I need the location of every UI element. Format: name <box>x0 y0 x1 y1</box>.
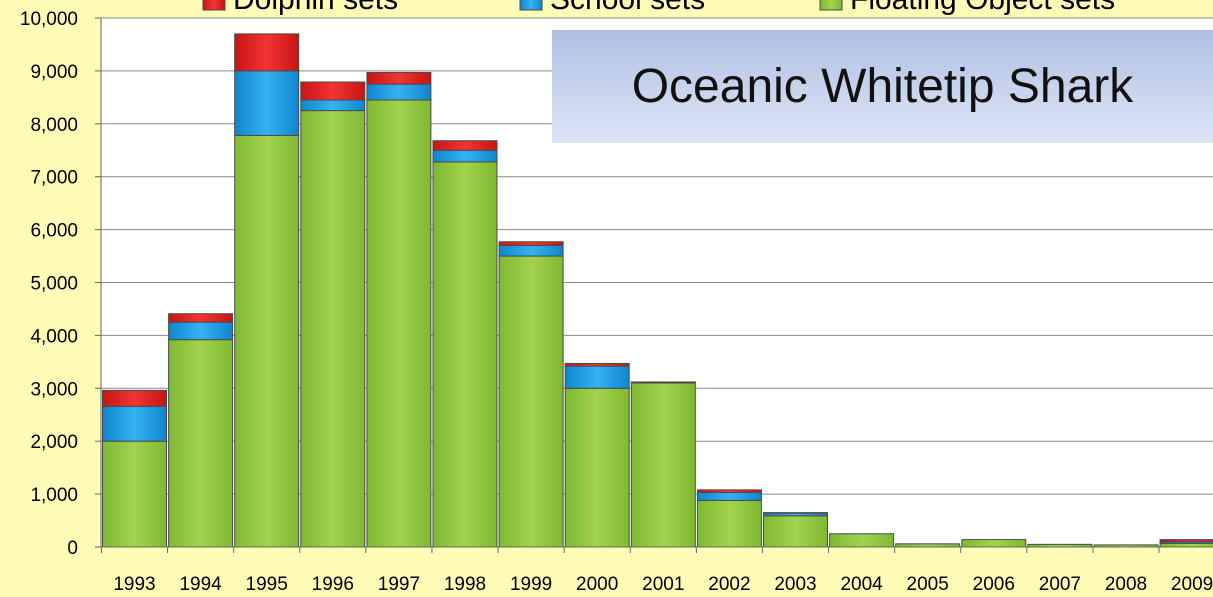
bar-segment-dolphin-sets-2000 <box>564 362 630 367</box>
bar-segment-floating-object-sets-1993 <box>102 440 167 548</box>
bar-segment-dolphin-sets-2003 <box>763 512 828 514</box>
bar-segment-dolphin-sets-1994 <box>168 313 234 323</box>
x-tick-label: 2009 <box>1171 574 1213 595</box>
x-tick-label: 1993 <box>113 574 155 595</box>
chart-title-box: Oceanic Whitetip Shark <box>552 30 1213 143</box>
x-tick-label: 2001 <box>642 574 684 595</box>
x-tick-label: 1999 <box>510 574 552 595</box>
x-tick-label: 2008 <box>1105 574 1147 595</box>
bar-segment-floating-object-sets-2009 <box>1159 542 1213 548</box>
legend: Dolphin sets School sets Floating Object s… <box>202 0 1115 16</box>
y-tick-label: 8,000 <box>30 115 78 136</box>
bar-segment-floating-object-sets-1998 <box>432 161 498 548</box>
bar-segment-floating-object-sets-1994 <box>168 339 234 548</box>
bar-segment-floating-object-sets-1997 <box>366 99 432 548</box>
bar-segment-school-sets-1998 <box>432 149 498 163</box>
y-tick-label: 3,000 <box>30 379 78 400</box>
bar-segment-floating-object-sets-2002 <box>696 499 762 548</box>
y-tick-label: 7,000 <box>30 168 78 189</box>
x-tick-label: 2004 <box>840 574 883 595</box>
bar-segment-school-sets-2002 <box>696 492 762 501</box>
legend-label: Floating Object sets <box>850 0 1115 16</box>
bar-segment-dolphin-sets-1995 <box>234 33 300 72</box>
bars <box>102 33 1213 548</box>
bar-segment-school-sets-2000 <box>564 365 630 389</box>
x-tick-label: 2002 <box>708 574 750 595</box>
bar-segment-floating-object-sets-1995 <box>234 134 300 548</box>
bar-segment-dolphin-sets-2002 <box>696 489 762 494</box>
y-tick-label: 2,000 <box>30 432 78 453</box>
x-tick-label: 1998 <box>444 574 486 595</box>
bar-segment-dolphin-sets-1993 <box>102 389 167 407</box>
bar-segment-school-sets-1995 <box>234 70 300 136</box>
x-tick-label: 2007 <box>1039 574 1081 595</box>
x-tick-label: 2006 <box>973 574 1015 595</box>
bar-segment-floating-object-sets-2000 <box>564 387 630 548</box>
x-tick-label: 1997 <box>378 574 420 595</box>
y-tick-label: 4,000 <box>30 326 78 347</box>
x-tick-label: 2005 <box>907 574 949 595</box>
bar-segment-dolphin-sets-2001 <box>630 381 696 384</box>
bar-segment-school-sets-1993 <box>102 405 167 442</box>
legend-label: School sets <box>550 0 705 16</box>
bar-segment-school-sets-1994 <box>168 321 234 341</box>
bar-segment-dolphin-sets-1996 <box>300 81 366 101</box>
y-tick-label: 1,000 <box>30 485 78 506</box>
bar-segment-floating-object-sets-1999 <box>498 255 564 548</box>
bar-segment-dolphin-sets-1997 <box>366 71 432 85</box>
y-axis: 0 1,000 2,000 3,000 4,000 5,000 6,000 7,000 8,00… <box>20 9 102 559</box>
bar-segment-school-sets-1999 <box>498 244 564 257</box>
y-tick-label: 5,000 <box>30 274 78 295</box>
x-tick-label: 2003 <box>774 574 816 595</box>
bar-segment-floating-object-sets-2001 <box>630 382 696 548</box>
bar-segment-dolphin-sets-1998 <box>432 140 498 151</box>
y-tick-label: 9,000 <box>30 62 78 83</box>
bar-segment-floating-object-sets-2006 <box>961 539 1027 548</box>
x-tick-label: 2000 <box>576 574 618 595</box>
chart-title: Oceanic Whitetip Shark <box>631 60 1134 113</box>
bar-segment-school-sets-1996 <box>300 99 366 112</box>
bar-segment-dolphin-sets-2009 <box>1159 539 1213 543</box>
legend-label: Dolphin sets <box>233 0 398 16</box>
bar-segment-floating-object-sets-1996 <box>300 110 366 548</box>
y-tick-label: 0 <box>67 538 78 559</box>
x-tick-label: 1995 <box>246 574 288 595</box>
x-tick-label: 1994 <box>179 574 222 595</box>
legend-swatch <box>519 0 543 11</box>
bar-segment-school-sets-1997 <box>366 83 432 101</box>
y-tick-label: 10,000 <box>20 9 78 30</box>
bar-segment-floating-object-sets-2004 <box>829 533 895 548</box>
legend-swatch <box>202 0 226 11</box>
x-axis: 1993 1994 1995 1996 1997 1998 1999 2000 2001 2002… <box>100 546 1213 595</box>
y-tick-label: 6,000 <box>30 221 78 242</box>
legend-swatch <box>819 0 843 11</box>
bar-segment-floating-object-sets-2003 <box>763 515 828 548</box>
x-tick-label: 1996 <box>312 574 354 595</box>
bar-segment-dolphin-sets-1999 <box>498 241 564 246</box>
